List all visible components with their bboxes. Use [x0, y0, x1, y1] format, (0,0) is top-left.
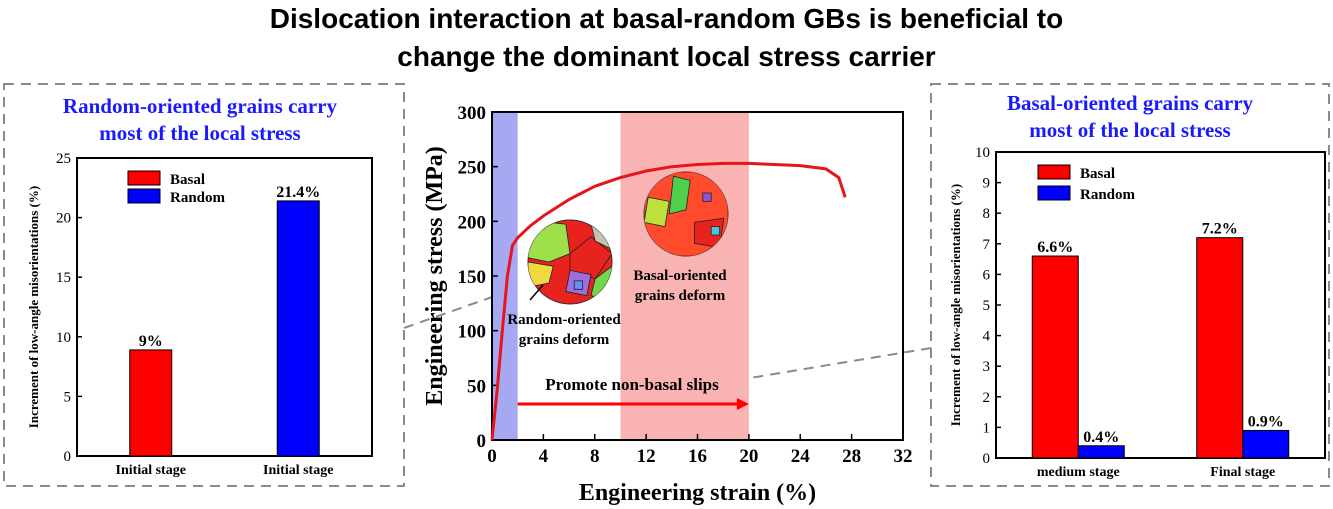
- left-panel-title-line1: Random-oriented grains carry: [63, 94, 338, 118]
- plot-frame: [76, 157, 373, 457]
- y-tick-label: 20: [56, 211, 71, 227]
- bar-value-label: 9%: [139, 333, 163, 350]
- figure-title-line2: change the dominant local stress carrier: [397, 41, 936, 72]
- bar-random: [276, 200, 320, 457]
- x-tick-label: 4: [539, 446, 549, 467]
- bar-basal: [1196, 237, 1244, 459]
- bar-value-label: 6.6%: [1037, 239, 1073, 256]
- y-tick-label: 200: [458, 212, 487, 233]
- annotation-random-line2: grains deform: [519, 332, 610, 348]
- right-bar-chart: 0 1 2 3 4 5 6 7 8 9 10 Increment of low-angle misor…: [948, 145, 1326, 480]
- x-tick-label: 20: [739, 446, 758, 467]
- y-tick-label: 6: [983, 267, 991, 283]
- right-panel-frame: [930, 83, 1330, 487]
- legend-swatch-basal: [127, 170, 161, 186]
- grain-map-grains: [644, 172, 728, 256]
- annotation-basal-line2: grains deform: [635, 288, 726, 304]
- x-tick-label: 32: [894, 446, 913, 467]
- y-axis-label: Increment of low-angle misorientations (…: [948, 184, 963, 426]
- y-tick-label: 10: [56, 330, 71, 346]
- y-tick-label: 5: [64, 389, 72, 405]
- x-tick-label: 24: [791, 446, 811, 467]
- bar-random: [1077, 445, 1125, 459]
- legend-label-basal: Basal: [170, 172, 205, 188]
- grain: [569, 236, 612, 280]
- y-axis-label: Increment of low-angle misorientations (…: [26, 186, 41, 428]
- grain: [528, 261, 554, 288]
- y-axis-label: Engineering stress (MPa): [422, 146, 448, 406]
- bar-basal: [1031, 255, 1079, 459]
- y-tick-label: 0: [477, 431, 487, 452]
- x-category-label: Initial stage: [116, 463, 186, 478]
- x-category-label: medium stage: [1037, 465, 1120, 480]
- right-connector-line: [749, 347, 932, 379]
- x-tick-label: 0: [487, 446, 497, 467]
- annotation-promote-text: Promote non-basal slips: [545, 375, 719, 394]
- y-tick-label: 150: [458, 267, 487, 288]
- y-tick-label: 250: [458, 158, 487, 179]
- center-line-chart: 0 4 8 12 16 20 24 28 32 0 50 100 150 200 250 300 Enginee…: [422, 103, 913, 506]
- grain: [668, 175, 691, 215]
- y-tick-label: 25: [56, 151, 71, 167]
- y-tick-label: 100: [458, 322, 487, 343]
- ebsd-inset-basal: [643, 171, 729, 257]
- y-tick-label: 4: [983, 329, 991, 345]
- legend-label-random: Random: [170, 190, 226, 206]
- figure-title-line1: Dislocation interaction at basal-random …: [269, 3, 1064, 34]
- grain: [573, 280, 583, 290]
- x-tick-label: 8: [590, 446, 600, 467]
- annotation-pointer-line: [529, 284, 544, 301]
- x-tick-label: 28: [842, 446, 861, 467]
- left-bar-chart: 0 5 10 15 20 25 Increment of low-angle misorie…: [26, 151, 373, 478]
- stress-strain-curve: [490, 161, 847, 441]
- x-axis-label: Engineering strain (%): [579, 480, 816, 506]
- y-tick-label: 8: [983, 206, 991, 222]
- y-tick-label: 3: [983, 359, 991, 375]
- y-tick-label: 50: [467, 376, 486, 397]
- y-tick-label: 0: [64, 449, 72, 465]
- left-panel-title-line2: most of the local stress: [99, 121, 300, 145]
- y-tick-label: 1: [983, 420, 991, 436]
- x-category-label: Initial stage: [263, 463, 333, 478]
- legend-swatch-random: [1037, 185, 1071, 201]
- y-tick-label: 5: [983, 298, 991, 314]
- legend-swatch-basal: [1037, 164, 1071, 180]
- annotation-random-line1: Random-oriented: [507, 312, 621, 328]
- ebsd-inset-random: [527, 219, 613, 305]
- legend-swatch-random: [127, 188, 161, 204]
- y-tick-label: 9: [983, 176, 991, 192]
- y-tick-label: 15: [56, 270, 71, 286]
- bar-basal: [129, 349, 173, 457]
- annotation-basal-line1: Basal-oriented: [633, 268, 727, 284]
- bar-value-label: 21.4%: [276, 184, 320, 201]
- grain: [702, 192, 712, 202]
- y-tick-label: 0: [983, 451, 991, 467]
- promote-arrow-head: [736, 398, 749, 410]
- x-tick-label: 12: [637, 446, 656, 467]
- bar-value-label: 7.2%: [1202, 221, 1238, 238]
- legend-label-random: Random: [1080, 187, 1136, 203]
- grain: [644, 196, 670, 228]
- y-tick-label: 10: [975, 145, 990, 161]
- bar-random: [1242, 429, 1290, 459]
- y-tick-label: 2: [983, 390, 991, 406]
- left-panel-frame: [3, 83, 405, 487]
- x-category-label: Final stage: [1210, 465, 1275, 480]
- legend-label-basal: Basal: [1080, 166, 1115, 182]
- bar-value-label: 0.4%: [1083, 429, 1119, 446]
- bar-value-label: 0.9%: [1248, 413, 1284, 430]
- right-panel-title-line2: most of the local stress: [1029, 118, 1230, 142]
- x-tick-label: 16: [688, 446, 707, 467]
- y-tick-label: 7: [983, 237, 991, 253]
- grain: [710, 226, 720, 236]
- right-panel-title-line1: Basal-oriented grains carry: [1007, 91, 1254, 115]
- grain: [528, 220, 571, 263]
- y-tick-label: 300: [458, 103, 487, 124]
